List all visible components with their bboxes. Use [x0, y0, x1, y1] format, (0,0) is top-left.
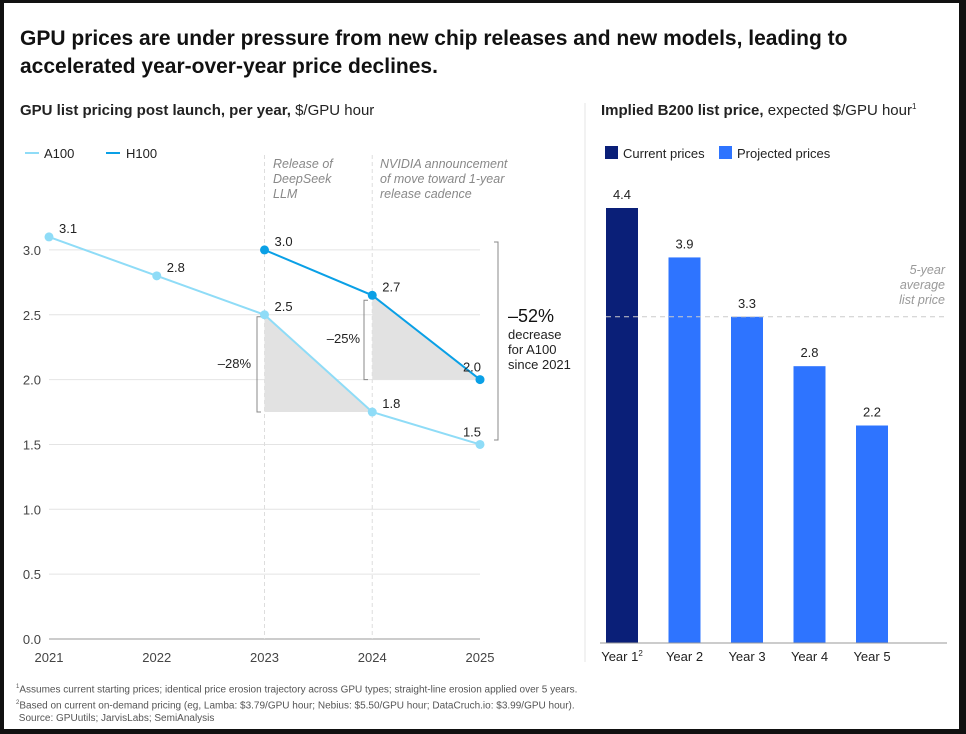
x-tick-label: 2021 — [35, 650, 64, 665]
x-category-label: Year 5 — [853, 649, 890, 664]
event-annotation: LLM — [273, 187, 298, 201]
total-drop-bracket — [494, 241, 499, 441]
legend-current-swatch — [605, 146, 618, 159]
total-drop-text: for A100 — [508, 342, 556, 357]
a100-data-label: 3.1 — [59, 221, 77, 236]
a100-data-label: 2.8 — [167, 260, 185, 275]
legend-a100-label: A100 — [44, 146, 74, 161]
a100-drop-label: –28% — [218, 356, 252, 371]
legend-projected-swatch — [719, 146, 732, 159]
bar — [606, 208, 638, 643]
bar-value-label: 2.8 — [800, 345, 818, 360]
y-tick-label: 2.5 — [23, 308, 41, 323]
h100-point — [367, 290, 377, 300]
a100-point — [475, 439, 485, 449]
h100-data-label: 2.7 — [382, 279, 400, 294]
y-tick-label: 0.5 — [23, 567, 41, 582]
a100-point — [152, 271, 162, 281]
h100-point — [260, 245, 269, 255]
x-category-label: Year 4 — [791, 649, 828, 664]
event-annotation: of move toward 1-year — [380, 172, 505, 186]
bar — [668, 257, 701, 643]
h100-data-label: 3.0 — [275, 234, 293, 249]
h100-point — [475, 375, 485, 385]
a100-point — [44, 232, 54, 242]
legend-projected-label: Projected prices — [737, 146, 831, 161]
average-label: 5-year — [910, 263, 946, 277]
right-chart-title: Implied B200 list price, expected $/GPU … — [601, 102, 917, 119]
x-tick-label: 2022 — [142, 650, 171, 665]
y-tick-label: 0.0 — [23, 632, 41, 647]
page-title: GPU prices are under pressure from new c… — [20, 27, 848, 78]
y-tick-label: 2.0 — [23, 373, 41, 388]
a100-drop-bracket — [256, 316, 261, 413]
bar — [793, 366, 826, 643]
a100-data-label: 1.8 — [382, 396, 400, 411]
x-category-label: Year 12 — [601, 649, 643, 664]
total-drop-text: since 2021 — [508, 357, 571, 372]
chart-card: GPU prices are under pressure from new c… — [4, 3, 959, 729]
footnote-1: 1Assumes current starting prices; identi… — [16, 684, 578, 696]
y-tick-label: 3.0 — [23, 243, 41, 258]
legend-h100-label: H100 — [126, 146, 157, 161]
y-tick-label: 1.0 — [23, 502, 41, 517]
bar-value-label: 3.3 — [738, 296, 756, 311]
h100-drop-bracket — [363, 299, 368, 381]
average-label: list price — [899, 293, 945, 307]
total-drop-text: decrease — [508, 327, 561, 342]
legend-current-label: Current prices — [623, 146, 705, 161]
event-annotation: NVIDIA announcement — [380, 157, 508, 171]
h100-drop-label: –25% — [327, 331, 361, 346]
a100-point — [260, 310, 269, 320]
x-tick-label: 2023 — [250, 650, 279, 665]
x-category-label: Year 3 — [728, 649, 765, 664]
left-chart-title: GPU list pricing post launch, per year, … — [20, 102, 375, 119]
event-annotation: DeepSeek — [273, 172, 332, 186]
x-category-label: Year 2 — [666, 649, 703, 664]
footnotes: 1Assumes current starting prices; identi… — [16, 681, 577, 725]
a100-data-label: 1.5 — [463, 424, 481, 439]
h100-data-label: 2.0 — [463, 360, 481, 375]
a100-data-label: 2.5 — [275, 299, 293, 314]
bar — [856, 425, 888, 643]
event-annotation: Release of — [273, 157, 334, 171]
bar-value-label: 4.4 — [613, 187, 631, 202]
footnote-2: 2Based on current on-demand pricing (eg,… — [16, 699, 575, 712]
y-tick-label: 1.5 — [23, 437, 41, 452]
bar-value-label: 3.9 — [675, 236, 693, 251]
average-label: average — [900, 278, 945, 292]
footnote-source: Source: GPUutils; JarvisLabs; SemiAnalys… — [18, 712, 215, 724]
a100-point — [367, 407, 377, 417]
event-annotation: release cadence — [380, 187, 472, 201]
x-tick-label: 2024 — [358, 650, 387, 665]
bar-value-label: 2.2 — [863, 405, 881, 420]
x-tick-label: 2025 — [466, 650, 495, 665]
bar — [731, 316, 763, 643]
total-drop-value: –52% — [508, 306, 554, 326]
